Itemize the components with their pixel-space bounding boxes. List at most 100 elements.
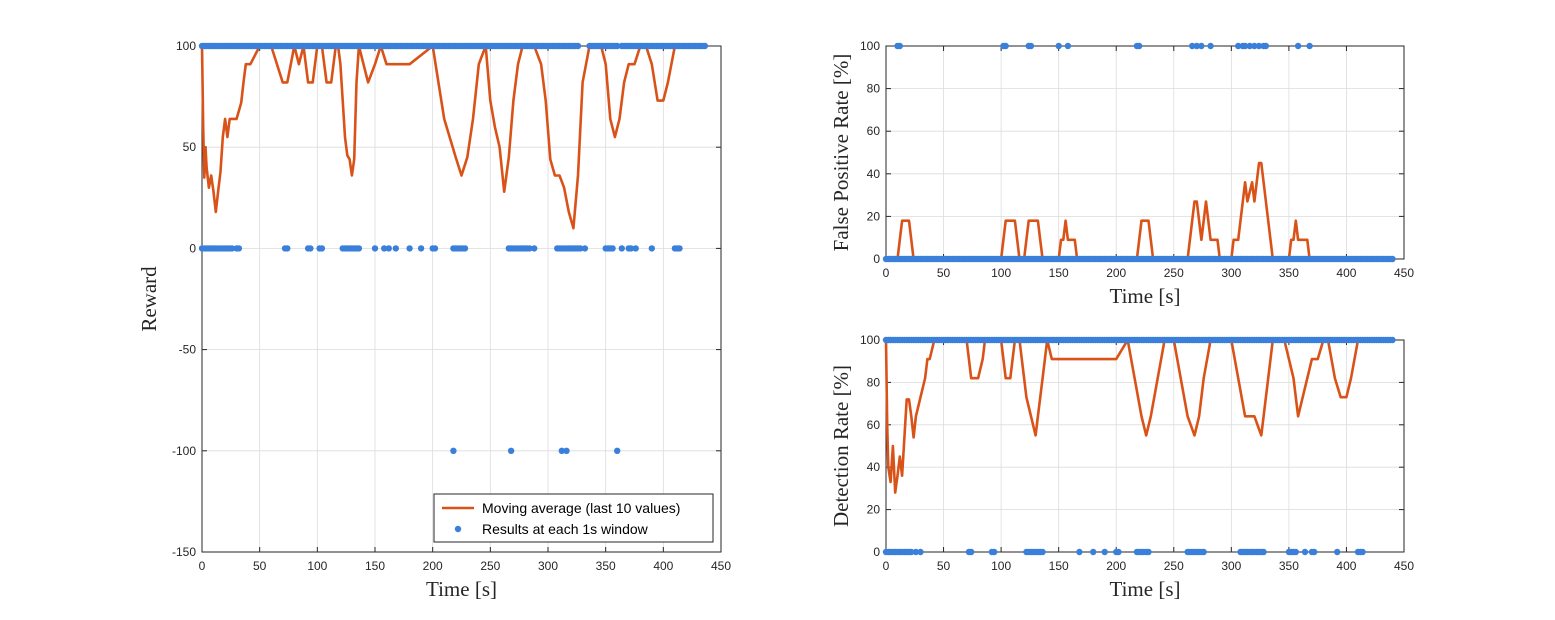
result-point: [1002, 42, 1009, 50]
x-axis-label: Time [s]: [1110, 577, 1181, 601]
result-point: [1292, 548, 1300, 556]
result-point: [1301, 548, 1309, 556]
result-point: [1055, 42, 1062, 50]
x-tick-label: 100: [991, 559, 1011, 573]
result-point: [235, 245, 243, 252]
result-point: [406, 245, 413, 252]
result-point: [228, 245, 236, 252]
result-point: [381, 245, 388, 252]
result-point: [507, 447, 515, 454]
x-tick-label: 150: [1049, 266, 1069, 280]
y-tick-label: 20: [867, 209, 881, 223]
result-point: [417, 245, 425, 252]
result-point: [1334, 548, 1341, 556]
x-tick-label: 300: [538, 559, 558, 573]
x-tick-label: 300: [1221, 559, 1241, 573]
y-tick-label: 40: [867, 167, 881, 181]
x-tick-label: 350: [596, 559, 616, 573]
result-point: [912, 548, 920, 556]
y-axis-label: Reward: [137, 266, 161, 332]
result-point: [371, 245, 379, 252]
y-tick-label: 80: [867, 375, 881, 389]
results-scatter: [882, 336, 1396, 556]
result-point: [1136, 42, 1143, 50]
result-point: [627, 245, 635, 252]
x-tick-label: 250: [1164, 266, 1184, 280]
result-point: [385, 245, 392, 252]
legend-box: [433, 493, 714, 543]
result-point: [968, 548, 975, 556]
y-axis-label: Detection Rate [%]: [829, 365, 853, 527]
x-tick-label: 200: [1106, 559, 1126, 573]
result-point: [618, 245, 625, 252]
results-scatter: [882, 42, 1396, 263]
result-point: [1359, 548, 1366, 556]
false-positive-rate-plot: 0 50 100 150 200 250 300 350 400 450 0 20 40 60 80 100 T…: [829, 39, 1414, 308]
result-point: [896, 42, 903, 50]
x-tick-label: 350: [1279, 559, 1299, 573]
x-tick-label: 450: [711, 559, 731, 573]
x-tick-label: 0: [883, 559, 890, 573]
result-point: [1241, 42, 1249, 50]
result-point: [614, 42, 621, 50]
x-tick-label: 200: [1106, 266, 1126, 280]
y-tick-label: 0: [189, 241, 196, 255]
reward-plot: 0 50 100 150 200 250 300 350 400 450 -150 -100 -50 0 5…: [137, 39, 731, 601]
x-tick-label: 400: [653, 559, 673, 573]
result-point: [1039, 548, 1046, 556]
result-point: [526, 245, 533, 252]
result-point: [577, 245, 584, 252]
result-point: [431, 245, 439, 252]
result-point: [1101, 548, 1108, 556]
x-tick-label: 250: [480, 559, 500, 573]
result-point: [908, 548, 915, 556]
legend: Moving average (last 10 values) Results a…: [433, 493, 714, 543]
result-point: [318, 245, 326, 252]
result-point: [563, 447, 570, 454]
x-tick-label: 400: [1336, 266, 1356, 280]
grid-lines: [886, 46, 1404, 259]
y-tick-label: -150: [172, 545, 196, 559]
result-point: [1200, 548, 1207, 556]
result-point: [1235, 42, 1242, 50]
y-tick-label: -100: [172, 444, 196, 458]
y-tick-label: 100: [176, 39, 196, 53]
x-tick-label: 300: [1221, 266, 1241, 280]
result-point: [1090, 548, 1097, 556]
legend-marker-swatch: [454, 525, 462, 533]
plot-area: [201, 45, 722, 553]
y-tick-label: 80: [867, 82, 881, 96]
y-tick-label: 100: [860, 39, 880, 53]
result-point: [355, 245, 363, 252]
y-tick-label: 20: [867, 503, 881, 517]
result-point: [648, 245, 655, 252]
result-point: [1115, 548, 1122, 556]
moving-average-line: [884, 338, 1376, 494]
result-point: [450, 447, 457, 454]
result-point: [558, 447, 565, 454]
x-tick-label: 450: [1394, 559, 1414, 573]
result-point: [1189, 42, 1196, 50]
result-point: [1076, 548, 1083, 556]
y-axis-label: False Positive Rate [%]: [829, 54, 853, 252]
detection-rate-plot: 0 50 100 150 200 250 300 350 400 450 0 20 40 60 80 100 T…: [829, 333, 1414, 601]
result-point: [1389, 336, 1396, 344]
result-point: [1064, 42, 1072, 50]
result-point: [581, 245, 589, 252]
result-point: [632, 245, 639, 252]
result-point: [1145, 548, 1152, 556]
y-tick-label: 60: [867, 418, 881, 432]
x-tick-label: 100: [307, 559, 327, 573]
result-point: [1027, 42, 1035, 50]
result-point: [307, 245, 314, 252]
grid-lines: [886, 340, 1404, 552]
result-point: [1262, 42, 1270, 50]
legend-entry-moving-average: Moving average (last 10 values): [482, 500, 680, 516]
result-point: [1389, 255, 1396, 263]
x-tick-label: 50: [253, 559, 267, 573]
result-point: [609, 245, 616, 252]
result-point: [284, 245, 291, 252]
result-point: [1294, 42, 1302, 50]
results-scatter: [198, 42, 709, 454]
y-tick-label: 0: [873, 252, 880, 266]
